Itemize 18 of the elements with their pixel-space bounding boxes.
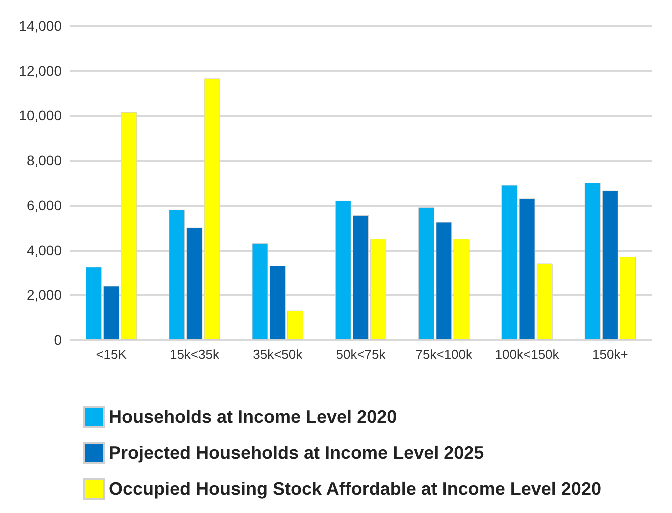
y-tick-label: 12,000 — [19, 62, 62, 79]
y-tick-label: 0 — [54, 332, 62, 348]
y-tick-label: 14,000 — [19, 18, 62, 34]
x-tick-label: 35k<50k — [253, 347, 304, 362]
x-tick-label: 15k<35k — [170, 347, 220, 362]
legend-label: Households at Income Level 2020 — [109, 407, 398, 427]
y-tick-label: 10,000 — [19, 108, 62, 124]
y-tick-label: 6,000 — [26, 197, 62, 214]
x-tick-label: 75k<100k — [416, 347, 474, 362]
y-tick-label: 2,000 — [26, 287, 62, 304]
x-tick-label: 100k<150k — [495, 347, 560, 362]
x-tick-label: <15K — [96, 347, 128, 362]
y-tick-label: 8,000 — [26, 152, 62, 169]
x-tick-label: 150k+ — [592, 347, 628, 362]
x-tick-label: 50k<75k — [336, 347, 386, 362]
legend-label: Occupied Housing Stock Affordable at Income Level 2020 — [109, 479, 602, 499]
legend-label: Projected Households at Income Level 2025 — [109, 443, 484, 463]
y-tick-label: 4,000 — [26, 242, 62, 258]
